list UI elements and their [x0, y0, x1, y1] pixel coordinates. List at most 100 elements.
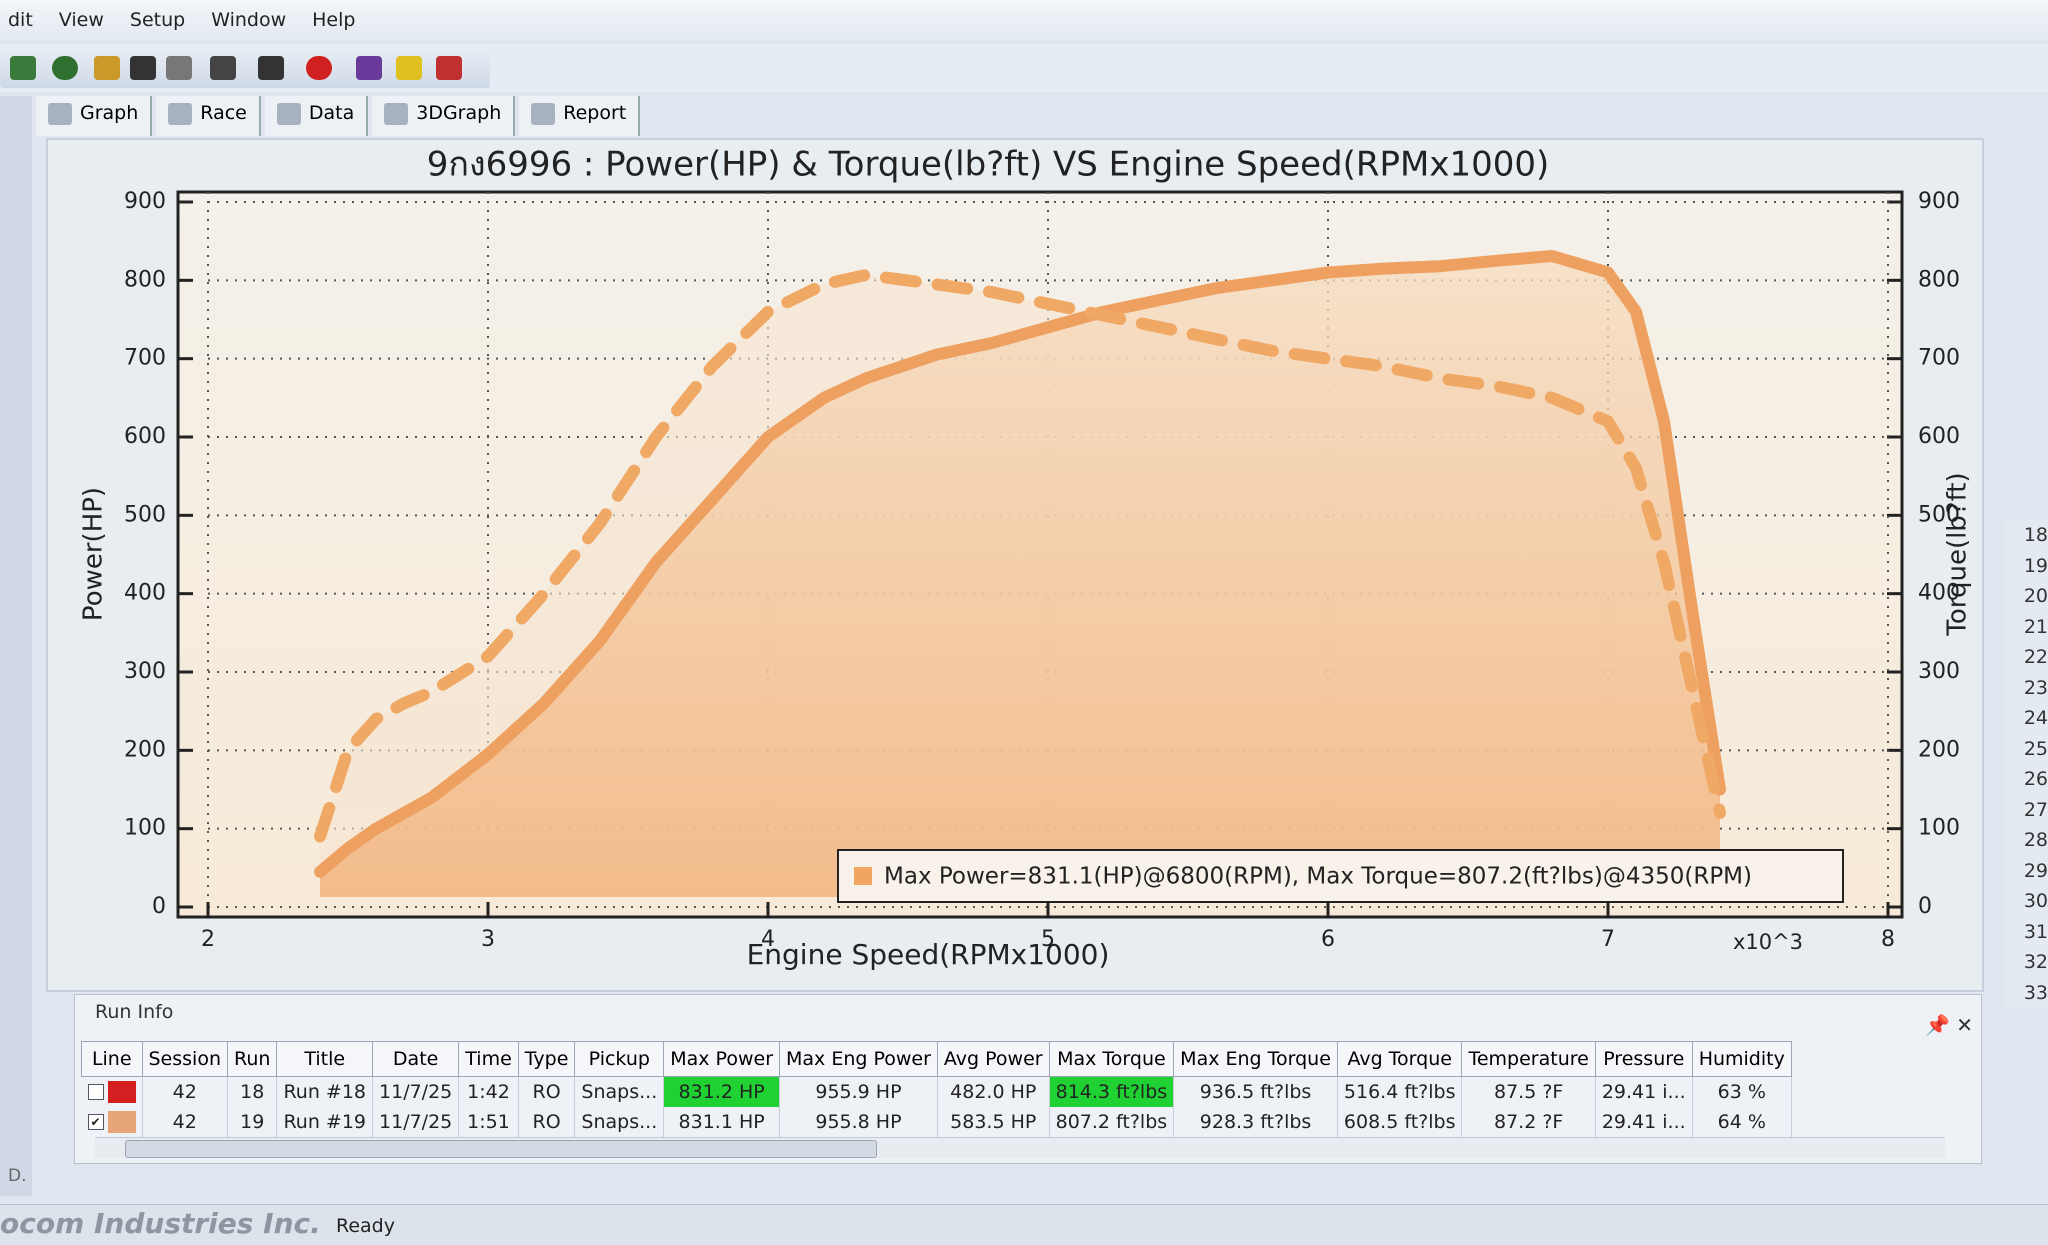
table-cell: 936.5 ft?lbs — [1173, 1076, 1338, 1107]
y2-tick-label: 800 — [1918, 267, 1960, 292]
column-header[interactable]: Max Eng Torque — [1173, 1041, 1338, 1077]
table-cell: 482.0 HP — [937, 1076, 1050, 1107]
x-tick-label: 8 — [1881, 927, 1895, 952]
table-cell: 831.2 HP — [663, 1076, 780, 1107]
table-cell: 42 — [142, 1107, 228, 1137]
header-row: Line Session Run Title Date Time Type Pickup Max… — [81, 1041, 1792, 1077]
x-tick-label: 3 — [481, 927, 495, 952]
column-header[interactable]: Max Eng Power — [779, 1041, 938, 1077]
table-cell: 29.41 i... — [1595, 1107, 1693, 1137]
column-header[interactable]: Date — [372, 1041, 460, 1077]
y-tick-label: 500 — [124, 502, 166, 527]
tab[interactable]: Report — [519, 96, 641, 136]
y-tick-label: 700 — [124, 346, 166, 371]
table-cell: 807.2 ft?lbs — [1049, 1107, 1175, 1137]
row-number: 24 — [2023, 707, 2048, 729]
tool-icon[interactable] — [10, 56, 36, 80]
column-header[interactable]: Avg Power — [936, 1041, 1050, 1077]
y2-axis-label: Torque(lb?ft) — [1943, 472, 1973, 636]
tool-icon[interactable] — [94, 56, 120, 80]
tab-bar: Graph Race Data 3DGraph Report — [36, 96, 644, 136]
tool-icon[interactable] — [396, 56, 422, 80]
column-header[interactable]: Pressure — [1594, 1041, 1693, 1077]
menu-item[interactable]: Help — [312, 9, 356, 31]
table-cell: 11/7/25 — [372, 1107, 460, 1137]
table-cell: 583.5 HP — [937, 1107, 1050, 1137]
dock-tab[interactable]: D. — [8, 1166, 27, 1186]
menu-item[interactable]: Setup — [129, 9, 186, 31]
row-number: 27 — [2023, 798, 2048, 821]
left-dock — [0, 96, 32, 1196]
menu-item[interactable]: View — [58, 9, 104, 31]
tab[interactable]: Graph — [36, 96, 153, 136]
table-cell: 42 — [142, 1076, 228, 1107]
menu-bar: dit View Setup Window Help — [0, 0, 2048, 40]
table-row[interactable]: 42 18 Run #18 11/7/25 1:42 RO Snaps... 831.2 HP… — [81, 1076, 1792, 1107]
table-cell: 63 % — [1692, 1076, 1792, 1107]
menu-item[interactable]: Window — [211, 9, 287, 31]
tool-icon[interactable] — [166, 56, 192, 80]
row-number: 21 — [2023, 615, 2048, 638]
y-tick-label: 400 — [124, 581, 166, 606]
y-tick-label: 600 — [124, 424, 166, 449]
legend-text: Max Power=831.1(HP)@6800(RPM), Max Torqu… — [884, 864, 1752, 890]
table-cell: 516.4 ft?lbs — [1337, 1076, 1463, 1107]
tab[interactable]: 3DGraph — [372, 96, 516, 136]
checkbox[interactable] — [87, 1084, 104, 1101]
line-cell — [81, 1076, 143, 1107]
column-header[interactable]: Temperature — [1461, 1041, 1596, 1077]
table-cell: RO — [518, 1107, 576, 1137]
tool-icon[interactable] — [436, 56, 462, 80]
tab[interactable]: Race — [156, 96, 261, 136]
table-cell: RO — [518, 1076, 576, 1107]
tool-icon[interactable] — [306, 56, 332, 80]
tool-icon[interactable] — [356, 56, 382, 80]
x-multiplier: x10^3 — [1733, 930, 1803, 954]
status-text: Ready — [336, 1215, 395, 1237]
row-number: 33 — [2023, 981, 2048, 1004]
toolbar-group — [0, 48, 490, 88]
row-number: 32 — [2023, 951, 2048, 973]
table-cell: 11/7/25 — [372, 1076, 460, 1107]
menu-item[interactable]: dit — [8, 9, 33, 31]
table-row[interactable]: ✔ 42 19 Run #19 11/7/25 1:51 RO Snaps... 831.1 H… — [81, 1107, 1792, 1137]
table-cell: 955.9 HP — [779, 1076, 938, 1107]
tool-icon[interactable] — [258, 56, 284, 80]
table-cell: Run #19 — [276, 1107, 374, 1137]
table-cell: 955.8 HP — [779, 1107, 938, 1137]
y-tick-label: 300 — [124, 659, 166, 684]
table-cell: 928.3 ft?lbs — [1173, 1107, 1338, 1137]
column-header[interactable]: Run — [226, 1041, 278, 1077]
column-header[interactable]: Line — [81, 1041, 143, 1077]
y2-tick-label: 500 — [1918, 502, 1960, 527]
column-header[interactable]: Time — [458, 1041, 519, 1077]
y-tick-label: 900 — [124, 189, 166, 214]
y-tick-label: 0 — [152, 894, 166, 919]
scrollbar[interactable] — [95, 1137, 1945, 1158]
column-header[interactable]: Title — [276, 1041, 374, 1077]
column-header[interactable]: Avg Torque — [1336, 1041, 1463, 1077]
legend-swatch — [854, 867, 872, 885]
tool-icon[interactable] — [130, 56, 156, 80]
y-axis-label: Power(HP) — [79, 487, 109, 621]
column-header[interactable]: Type — [517, 1041, 576, 1077]
column-header[interactable]: Session — [141, 1041, 228, 1077]
tab[interactable]: Data — [264, 96, 369, 136]
row-number: 29 — [2023, 859, 2048, 882]
row-number: 19 — [2023, 554, 2048, 577]
y2-tick-label: 200 — [1918, 737, 1960, 762]
panel-buttons[interactable]: 📌 ✕ — [1924, 1013, 1973, 1037]
checkbox[interactable]: ✔ — [87, 1114, 104, 1131]
tool-icon[interactable] — [52, 56, 78, 80]
column-header[interactable]: Pickup — [574, 1041, 665, 1077]
table-cell: 831.1 HP — [663, 1107, 780, 1137]
scroll-thumb[interactable] — [125, 1140, 877, 1158]
column-header[interactable]: Max Torque — [1048, 1041, 1175, 1077]
x-tick-label: 5 — [1041, 927, 1055, 952]
row-number: 26 — [2023, 768, 2048, 790]
series-line — [314, 250, 1726, 878]
table-cell: 1:42 — [458, 1076, 519, 1107]
column-header[interactable]: Max Power — [663, 1041, 780, 1077]
column-header[interactable]: Humidity — [1691, 1041, 1792, 1077]
tool-icon[interactable] — [210, 56, 236, 80]
